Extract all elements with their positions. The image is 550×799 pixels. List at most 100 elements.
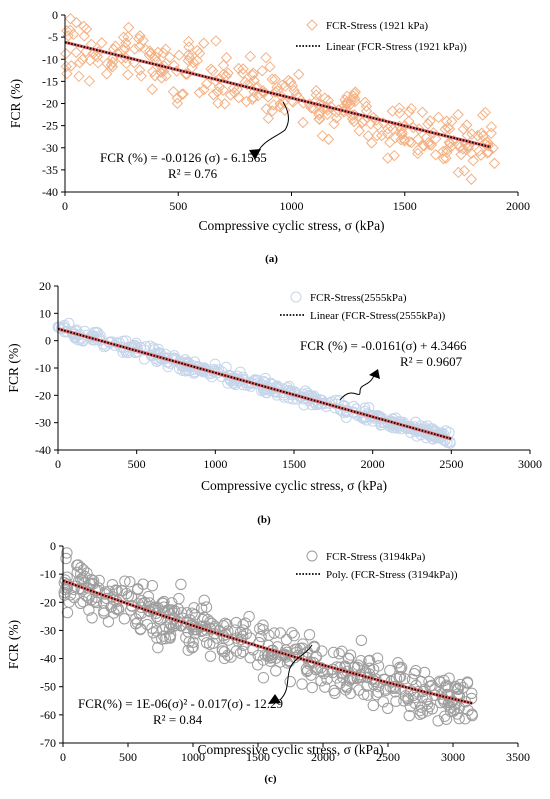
data-point — [309, 95, 322, 108]
data-point — [349, 95, 361, 108]
data-point — [157, 47, 170, 59]
x-tick-label: 500 — [119, 750, 137, 764]
data-point — [406, 673, 419, 686]
data-point — [73, 70, 85, 83]
data-point — [182, 54, 195, 67]
data-point — [209, 358, 221, 370]
data-point — [122, 21, 135, 34]
data-point — [405, 102, 417, 115]
legend: FCR-Stress(2555kPa) Linear (FCR-Stress(25… — [280, 291, 446, 322]
data-point — [196, 613, 209, 626]
data-point — [412, 147, 424, 160]
y-tick-label: -40 — [40, 652, 56, 666]
data-point — [343, 675, 356, 687]
data-point — [340, 103, 352, 115]
data-point — [74, 597, 87, 609]
data-point — [60, 552, 72, 565]
data-point — [204, 638, 216, 650]
data-point — [395, 683, 407, 695]
legend-entry: FCR-Stress(2555kPa) — [310, 292, 407, 304]
legend: FCR-Stress (1921 kPa) Linear (FCR-Stress … — [296, 19, 467, 53]
data-point — [454, 141, 466, 154]
data-point — [303, 629, 316, 641]
data-point — [204, 650, 217, 662]
chart-panel-2: 0 500 1000 1500 2000 2500 3000 20 10 0 -10 -20 -30 -4… — [6, 279, 542, 526]
y-tick-label: 0 — [45, 334, 51, 348]
x-tick-label: 1500 — [393, 199, 417, 213]
data-point — [237, 63, 249, 75]
data-point — [443, 136, 456, 149]
data-point — [228, 86, 241, 99]
data-point — [343, 652, 355, 665]
data-point — [143, 45, 156, 57]
y-tick-label: -20 — [42, 97, 58, 111]
annotation-arrow — [279, 644, 313, 701]
data-point — [80, 23, 93, 35]
data-point — [70, 16, 83, 29]
data-point — [195, 602, 208, 615]
data-point — [124, 576, 136, 588]
equation-label: FCR (%) = -0.0126 (σ) - 6.1565 — [100, 150, 267, 165]
data-point — [175, 578, 187, 591]
data-point — [426, 679, 438, 692]
data-point — [485, 127, 497, 140]
y-tick-label: -10 — [35, 361, 51, 375]
annotation-arrowhead — [369, 369, 380, 379]
data-point — [236, 67, 249, 79]
data-point — [229, 624, 241, 636]
data-point — [159, 43, 172, 55]
y-tick-label: -15 — [42, 74, 58, 88]
legend-entry: Poly. (FCR-Stress (3194kPa)) — [326, 569, 458, 581]
data-point — [146, 83, 158, 95]
data-point — [221, 618, 233, 631]
data-point — [360, 100, 373, 113]
trendline — [64, 41, 492, 148]
data-point — [64, 12, 77, 25]
data-point — [440, 713, 453, 725]
legend-entry: Linear (FCR-Stress(2555kPa)) — [310, 310, 446, 322]
data-point — [267, 99, 280, 111]
data-point — [457, 123, 470, 135]
data-point — [382, 702, 394, 714]
data-point — [393, 102, 405, 114]
data-point — [222, 649, 234, 661]
data-point — [232, 62, 245, 75]
data-point — [251, 81, 264, 93]
data-point — [243, 610, 255, 623]
data-point — [129, 43, 141, 55]
data-point — [426, 703, 438, 715]
data-point — [122, 31, 134, 43]
data-point — [395, 661, 408, 674]
data-point — [164, 629, 177, 641]
data-point — [297, 388, 309, 400]
data-point — [389, 686, 401, 698]
x-axis-label: Compressive cyclic stress, σ (kPa) — [201, 478, 387, 493]
data-point — [253, 622, 266, 635]
data-point — [482, 146, 495, 158]
data-point — [118, 613, 131, 625]
data-point — [210, 35, 222, 47]
x-tick-label: 2000 — [361, 457, 385, 471]
data-point — [286, 627, 298, 639]
y-tick-label: -20 — [35, 388, 51, 402]
data-point — [361, 689, 374, 701]
data-point — [318, 667, 330, 680]
data-point — [408, 667, 421, 680]
data-point — [348, 115, 360, 128]
data-point — [183, 41, 195, 53]
data-point — [177, 365, 189, 377]
data-point — [382, 123, 394, 135]
data-point — [418, 140, 430, 152]
data-point — [218, 652, 231, 665]
data-point — [105, 59, 118, 71]
data-point — [234, 366, 246, 378]
data-point — [246, 69, 259, 81]
data-point — [134, 623, 147, 635]
data-point — [477, 109, 489, 121]
data-point — [412, 133, 424, 145]
data-point — [135, 70, 147, 82]
data-point — [139, 43, 151, 55]
annotation-arrow — [339, 372, 376, 401]
data-point — [67, 28, 80, 41]
legend-entry: FCR-Stress (3194kPa) — [326, 551, 426, 563]
